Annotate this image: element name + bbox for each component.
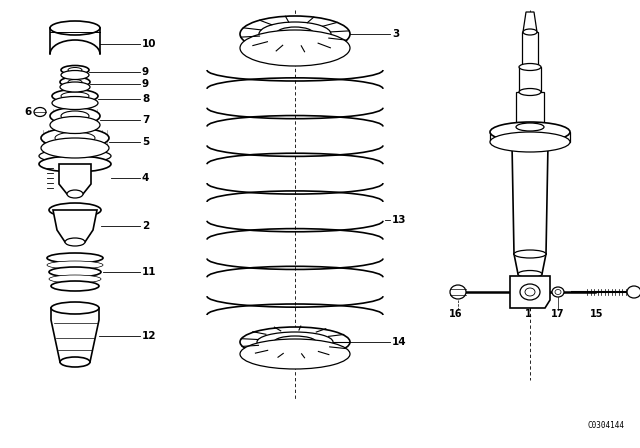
Text: 6: 6 [25, 107, 32, 117]
Text: 9: 9 [142, 67, 149, 77]
Ellipse shape [41, 128, 109, 148]
Ellipse shape [523, 29, 537, 35]
Polygon shape [59, 164, 91, 194]
Ellipse shape [50, 108, 100, 125]
Polygon shape [523, 12, 537, 32]
Text: 14: 14 [392, 337, 406, 347]
Text: 5: 5 [142, 137, 149, 147]
Ellipse shape [49, 275, 101, 283]
Text: 16: 16 [449, 309, 463, 319]
Ellipse shape [49, 267, 101, 277]
Text: 11: 11 [142, 267, 157, 277]
Text: 3: 3 [392, 29, 399, 39]
Ellipse shape [627, 286, 640, 298]
Polygon shape [512, 144, 548, 254]
Ellipse shape [516, 123, 544, 131]
Ellipse shape [519, 89, 541, 95]
Polygon shape [519, 67, 541, 92]
Ellipse shape [52, 96, 98, 109]
Ellipse shape [50, 116, 100, 134]
Ellipse shape [520, 284, 540, 300]
Polygon shape [510, 276, 550, 308]
Polygon shape [50, 28, 100, 54]
Ellipse shape [240, 327, 350, 357]
Ellipse shape [518, 271, 542, 277]
Text: 8: 8 [142, 94, 149, 104]
Text: 15: 15 [590, 309, 604, 319]
Ellipse shape [274, 336, 316, 348]
Text: 17: 17 [551, 309, 564, 319]
Text: 4: 4 [142, 173, 149, 183]
Ellipse shape [519, 64, 541, 70]
Ellipse shape [47, 261, 103, 269]
Polygon shape [53, 210, 97, 242]
Ellipse shape [55, 132, 95, 144]
Ellipse shape [61, 65, 89, 74]
Ellipse shape [240, 30, 350, 66]
Text: C0304144: C0304144 [588, 421, 625, 430]
Text: 1: 1 [525, 309, 531, 319]
Ellipse shape [552, 287, 564, 297]
Text: 13: 13 [392, 215, 406, 225]
Ellipse shape [60, 357, 90, 367]
Ellipse shape [51, 302, 99, 314]
Ellipse shape [490, 122, 570, 142]
Ellipse shape [39, 156, 111, 172]
Text: 7: 7 [142, 115, 149, 125]
Text: 9: 9 [142, 79, 149, 89]
Ellipse shape [41, 138, 109, 158]
Ellipse shape [240, 16, 350, 52]
Polygon shape [516, 92, 544, 127]
Ellipse shape [65, 238, 85, 246]
Ellipse shape [525, 288, 535, 296]
Ellipse shape [60, 77, 90, 87]
Ellipse shape [555, 289, 561, 294]
Polygon shape [514, 254, 546, 274]
Ellipse shape [68, 68, 82, 73]
Ellipse shape [68, 79, 82, 85]
Ellipse shape [61, 70, 89, 79]
Text: 10: 10 [142, 39, 157, 49]
Ellipse shape [52, 90, 98, 103]
Ellipse shape [50, 21, 100, 35]
Ellipse shape [34, 108, 46, 116]
Polygon shape [522, 32, 538, 67]
Ellipse shape [490, 132, 570, 152]
Text: 2: 2 [142, 221, 149, 231]
Ellipse shape [47, 253, 103, 263]
Ellipse shape [514, 250, 546, 258]
Text: 12: 12 [142, 331, 157, 341]
Ellipse shape [67, 190, 83, 198]
Polygon shape [490, 132, 570, 142]
Ellipse shape [257, 332, 333, 352]
Ellipse shape [39, 149, 111, 163]
Polygon shape [51, 308, 99, 362]
Ellipse shape [259, 22, 331, 46]
Ellipse shape [61, 92, 89, 100]
Ellipse shape [49, 203, 101, 217]
Ellipse shape [240, 339, 350, 369]
Ellipse shape [61, 111, 89, 121]
Ellipse shape [276, 27, 314, 41]
Ellipse shape [51, 281, 99, 291]
Ellipse shape [450, 285, 466, 299]
Ellipse shape [60, 82, 90, 92]
